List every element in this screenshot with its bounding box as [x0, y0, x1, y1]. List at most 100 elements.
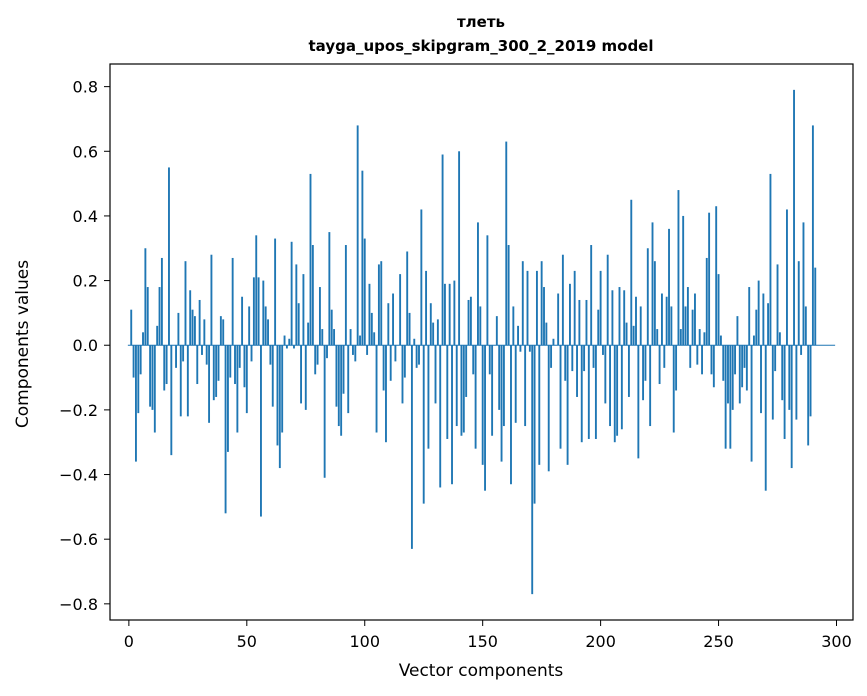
bar-component-134 [443, 283, 446, 346]
bar-component-86 [330, 309, 333, 346]
bar-component-226 [660, 293, 663, 346]
bar-component-121 [413, 338, 416, 346]
bar-component-77 [309, 173, 312, 346]
bar-component-13 [158, 287, 161, 346]
bar-component-156 [495, 316, 498, 346]
bar-component-130 [434, 345, 437, 404]
bar-component-235 [682, 215, 685, 346]
bar-component-26 [189, 290, 192, 346]
bar-component-179 [550, 345, 553, 368]
bar-component-136 [448, 283, 451, 346]
bar-component-65 [281, 345, 284, 433]
bar-component-203 [606, 254, 609, 346]
bar-component-212 [627, 345, 630, 397]
bar-component-178 [547, 345, 550, 472]
bar-component-269 [762, 293, 765, 346]
bar-component-244 [703, 332, 706, 346]
bar-component-211 [625, 322, 628, 346]
bar-component-148 [477, 222, 479, 346]
bar-component-167 [521, 261, 524, 346]
bar-component-230 [670, 306, 673, 346]
bar-component-191 [578, 299, 581, 346]
bar-component-52 [250, 345, 253, 362]
bar-component-88 [335, 345, 338, 407]
bar-component-172 [533, 345, 536, 504]
bar-component-30 [198, 299, 201, 346]
bar-component-99 [361, 170, 364, 346]
bar-component-83 [323, 345, 326, 478]
bars-group [127, 89, 817, 595]
bar-component-94 [349, 329, 352, 346]
bar-component-199 [597, 309, 600, 346]
y-tick-label: 0.4 [73, 207, 98, 226]
bar-component-282 [793, 89, 795, 346]
bar-component-51 [248, 306, 251, 346]
bar-component-215 [635, 296, 637, 346]
bar-component-41 [224, 345, 227, 514]
bar-component-129 [432, 322, 435, 346]
bar-component-247 [710, 345, 713, 375]
bar-component-186 [566, 345, 569, 465]
bar-component-14 [160, 257, 163, 346]
bar-component-153 [488, 345, 491, 375]
bar-component-184 [561, 254, 564, 346]
bar-component-147 [474, 345, 477, 449]
bar-component-139 [455, 345, 458, 427]
bar-component-108 [382, 345, 385, 391]
bar-component-285 [800, 345, 803, 355]
bar-component-128 [429, 303, 432, 346]
bar-component-16 [165, 345, 168, 385]
bar-component-189 [573, 270, 576, 346]
bar-component-217 [639, 306, 642, 346]
bar-component-2 [132, 345, 135, 378]
bar-component-39 [219, 316, 222, 346]
bar-component-225 [658, 345, 661, 385]
bar-component-190 [576, 345, 578, 397]
bar-component-70 [293, 345, 295, 349]
bar-component-132 [439, 345, 442, 488]
bar-component-107 [380, 261, 383, 346]
bar-component-160 [505, 141, 508, 346]
bar-component-34 [208, 345, 211, 423]
bar-component-194 [585, 299, 588, 346]
bar-component-40 [222, 319, 225, 346]
x-tick-label: 150 [467, 632, 498, 651]
bar-component-8 [146, 287, 149, 346]
bar-component-159 [502, 345, 505, 427]
bar-component-290 [811, 125, 814, 346]
y-tick-label: 0.2 [73, 272, 98, 291]
bar-component-72 [297, 303, 300, 346]
bar-component-64 [278, 345, 281, 469]
bar-component-231 [672, 345, 675, 433]
bar-component-27 [191, 309, 194, 346]
bar-component-255 [729, 345, 732, 449]
bar-component-274 [774, 345, 777, 372]
bar-component-79 [314, 345, 317, 375]
bar-component-242 [698, 329, 701, 346]
bar-component-84 [326, 345, 328, 359]
bar-component-47 [238, 345, 241, 368]
bar-component-251 [719, 335, 722, 346]
bar-component-28 [193, 316, 196, 346]
x-tick-label: 0 [124, 632, 134, 651]
bar-component-90 [340, 345, 343, 436]
x-tick-label: 300 [821, 632, 852, 651]
bar-component-6 [142, 332, 144, 346]
bar-component-207 [616, 345, 619, 436]
bar-component-32 [203, 319, 206, 346]
bar-component-109 [385, 345, 387, 443]
bar-component-183 [559, 345, 562, 449]
bar-component-236 [684, 306, 687, 346]
bar-component-258 [736, 316, 739, 346]
bar-component-69 [290, 241, 293, 346]
bar-component-48 [241, 296, 244, 346]
bar-component-55 [257, 277, 260, 346]
bar-component-151 [484, 345, 486, 491]
bar-component-5 [139, 345, 142, 375]
plot-frame [109, 63, 854, 621]
bar-component-119 [408, 312, 411, 346]
bar-component-35 [210, 254, 213, 346]
chart-subtitle: tayga_upos_skipgram_300_2_2019 model [309, 37, 654, 55]
bar-component-145 [469, 296, 472, 346]
bar-component-272 [769, 173, 772, 346]
